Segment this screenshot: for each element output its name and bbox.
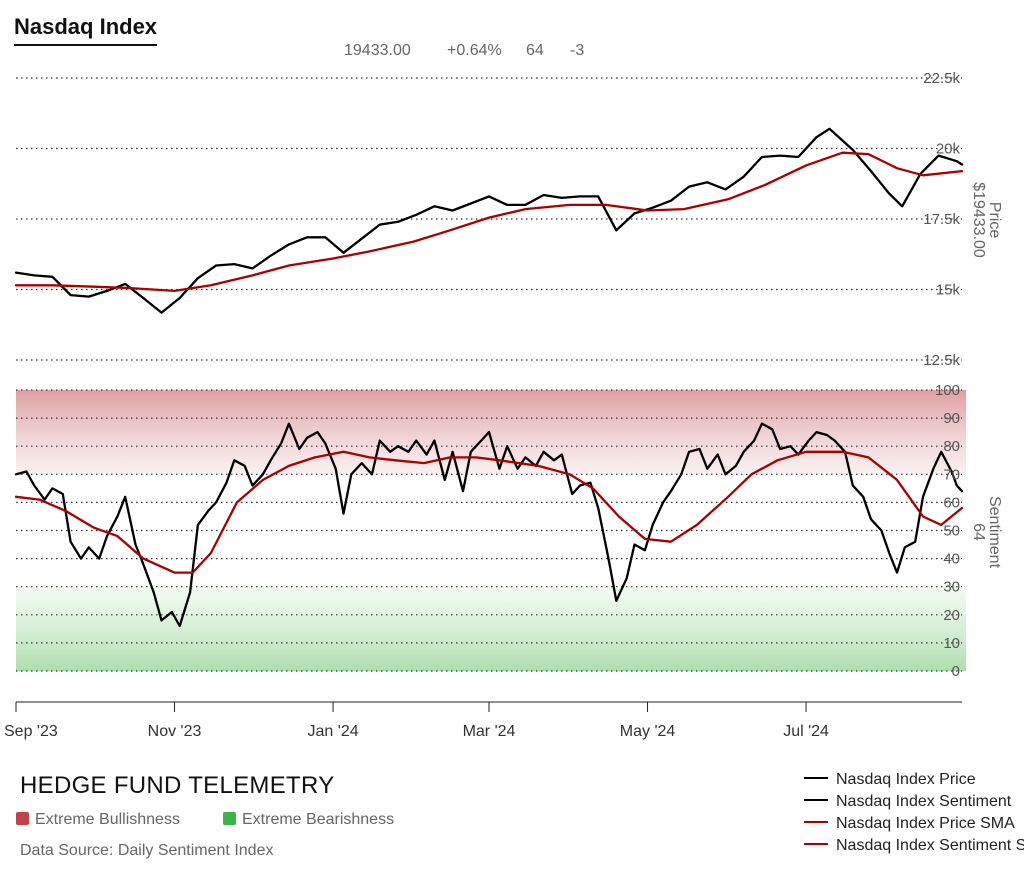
sentiment-tick-label: 40 (943, 551, 960, 568)
legend-line-icon (804, 799, 828, 801)
bullish-swatch (16, 812, 29, 825)
bearish-label: Extreme Bearishness (242, 811, 395, 828)
price-tick-label: 20k (936, 141, 961, 158)
series-legend: Nasdaq Index Price Nasdaq Index Sentimen… (804, 771, 1024, 859)
sentiment-tick-label: 30 (943, 579, 960, 596)
price-tick-label: 17.5k (923, 211, 960, 228)
sentiment-tick-label: 100 (935, 382, 960, 399)
chart-svg: 12.5k 15k 17.5k 20k 22.5k 0 10 20 30 40 50 60 70 80 90… (4, 70, 1003, 740)
price-tick-label: 15k (936, 282, 961, 299)
brand-name: HEDGE FUND TELEMETRY (20, 772, 335, 799)
sentiment-tick-label: 60 (943, 494, 960, 511)
price-series-nasdaq-index-price (14, 127, 964, 314)
sentiment-axis-title: Sentiment (986, 496, 1003, 569)
bearish-swatch (223, 812, 236, 825)
x-tick-label: Jan '24 (308, 723, 359, 740)
x-tick-label: Mar '24 (463, 723, 516, 740)
stat-sentiment: 64 (526, 42, 544, 59)
sentiment-series-nasdaq-index-sentiment-sma (14, 450, 964, 574)
legend-label: Nasdaq Index Price (836, 771, 976, 788)
sentiment-tick-label: 10 (943, 635, 960, 652)
stat-sentiment-change: -3 (570, 42, 585, 59)
stat-change: +0.64% (447, 42, 502, 59)
x-tick-label: May '24 (620, 723, 676, 740)
bearish-zone-band (16, 586, 966, 671)
sentiment-tick-label: 70 (943, 466, 960, 483)
legend-item-sentiment-sma[interactable]: Nasdaq Index Sentiment SMA (804, 837, 1024, 859)
sentiment-tick-label: 0 (952, 663, 960, 680)
price-last-value: $19433.00 (970, 182, 987, 258)
price-tick-label: 22.5k (923, 70, 960, 87)
price-axis-title: Price (986, 202, 1003, 239)
legend-line-icon (804, 843, 828, 845)
legend-line-icon (804, 821, 828, 823)
stat-price: 19433.00 (344, 42, 411, 59)
legend-item-sentiment[interactable]: Nasdaq Index Sentiment (804, 793, 1024, 815)
legend-key-bearish: Extreme Bearishness (223, 811, 394, 829)
legend-label: Nasdaq Index Price SMA (836, 815, 1015, 832)
legend-key-bullish: Extreme Bullishness (16, 811, 180, 829)
bullish-zone-band (16, 390, 966, 475)
data-source: Data Source: Daily Sentiment Index (20, 842, 274, 859)
legend-item-price[interactable]: Nasdaq Index Price (804, 771, 1024, 793)
stats-bar: 19433.00 +0.64% 64 -3 (0, 42, 1024, 62)
sentiment-tick-label: 80 (943, 438, 960, 455)
legend-label: Nasdaq Index Sentiment (836, 793, 1012, 810)
x-tick-label: Jul '24 (783, 723, 829, 740)
sentiment-tick-label: 50 (943, 523, 960, 540)
chart-title: Nasdaq Index (14, 14, 158, 46)
legend-label: Nasdaq Index Sentiment SMA (836, 837, 1024, 854)
sentiment-series-nasdaq-index-sentiment (14, 422, 964, 628)
x-tick-label: Nov '23 (148, 723, 202, 740)
price-series-nasdaq-index-price-sma (14, 151, 964, 293)
x-tick-label: Sep '23 (4, 723, 58, 740)
sentiment-tick-label: 20 (943, 607, 960, 624)
sentiment-tick-label: 90 (943, 410, 960, 427)
sentiment-last-value: 64 (970, 523, 987, 541)
bullish-label: Extreme Bullishness (35, 811, 180, 828)
legend-item-price-sma[interactable]: Nasdaq Index Price SMA (804, 815, 1024, 837)
price-tick-label: 12.5k (923, 352, 960, 369)
legend-line-icon (804, 777, 828, 779)
